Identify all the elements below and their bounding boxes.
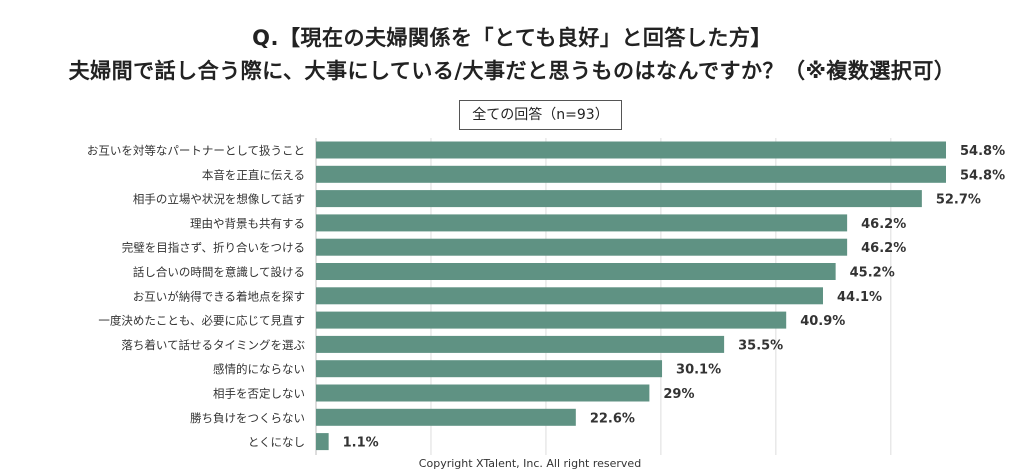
category-label: 話し合いの時間を意識して設ける <box>133 265 305 279</box>
category-label: 感情的にならない <box>213 362 305 376</box>
category-label: 完璧を目指さず、折り合いをつける <box>122 241 305 255</box>
bar <box>316 238 848 256</box>
category-label: とくになし <box>248 435 305 449</box>
category-label: お互いが納得できる着地点を探す <box>133 289 305 303</box>
chart-title: Q.【現在の夫婦関係を「とても良好」と回答した方】 <box>252 26 772 50</box>
bar <box>316 384 650 402</box>
bar <box>316 335 725 353</box>
bar <box>316 165 946 183</box>
category-label: お互いを対等なパートナーとして扱うこと <box>87 144 305 158</box>
bar <box>316 287 823 305</box>
category-label: 相手の立場や状況を想像して話す <box>133 192 305 206</box>
value-label: 52.7% <box>936 193 981 208</box>
category-label: 相手を否定しない <box>213 387 305 401</box>
value-label: 44.1% <box>837 290 882 305</box>
bar <box>316 408 576 426</box>
bar <box>316 190 922 208</box>
bar <box>316 311 787 329</box>
category-label: 勝ち負けをつくらない <box>190 411 305 425</box>
value-label: 30.1% <box>676 363 721 378</box>
value-label: 46.2% <box>861 241 906 256</box>
bar <box>316 141 946 159</box>
category-label: 落ち着いて話せるタイミングを選ぶ <box>121 338 305 352</box>
category-label: 理由や背景も共有する <box>190 216 305 230</box>
copyright-text: Copyright XTalent, Inc. All right reserv… <box>418 457 642 470</box>
value-label: 22.6% <box>590 411 635 426</box>
value-label: 54.8% <box>960 168 1005 183</box>
value-label: 35.5% <box>738 338 783 353</box>
value-label: 1.1% <box>343 436 379 451</box>
value-label: 54.8% <box>960 144 1005 159</box>
bar <box>316 360 663 378</box>
bar <box>316 433 329 451</box>
category-label: 本音を正直に伝える <box>202 168 305 182</box>
value-label: 40.9% <box>800 314 845 329</box>
bar <box>316 263 836 280</box>
category-label: 一度決めたことも、必要に応じて見直す <box>98 314 305 328</box>
value-label: 29% <box>663 387 694 402</box>
chart-subtitle: 夫婦間で話し合う際に、大事にしている/大事だと思うものはなんですか？（※複数選択… <box>68 59 956 83</box>
legend-box: 全ての回答（n=93） <box>459 100 622 130</box>
value-label: 46.2% <box>861 217 906 232</box>
bar <box>316 214 848 232</box>
value-label: 45.2% <box>850 266 895 281</box>
